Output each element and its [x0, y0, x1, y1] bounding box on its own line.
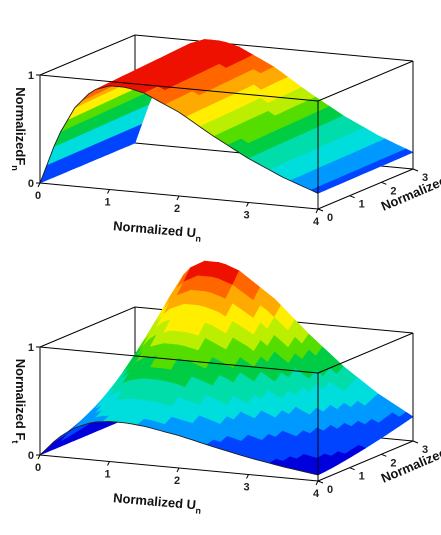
box-edge: [39, 346, 319, 374]
x-tick-label: 3: [243, 482, 249, 494]
x-axis-label-sub: n: [195, 233, 201, 243]
z-axis-ticks: 01: [28, 70, 40, 190]
x-tick-mark: [315, 480, 319, 486]
y-tick-label: 2: [390, 185, 396, 197]
box-edge: [134, 34, 414, 62]
z-axis-label-sub: n: [10, 165, 20, 171]
box-front-edges: [39, 60, 414, 210]
x-tick-mark: [246, 202, 249, 207]
x-axis-ticks: 0 1 2 3 4: [35, 182, 320, 228]
x-tick-mark: [37, 454, 41, 460]
box-edge: [39, 306, 136, 348]
z-axis-ticks: 01: [28, 342, 40, 462]
y-tick-label: 1: [359, 199, 365, 211]
z-axis-label: NormalizedFn: [10, 87, 28, 171]
x-tick-mark: [176, 195, 180, 201]
surface: [39, 39, 414, 194]
y-tick-label: 2: [390, 457, 396, 469]
y-tick-mark: [381, 453, 387, 457]
y-tick-label: 1: [359, 471, 365, 483]
x-tick-label: 2: [174, 203, 180, 215]
x-axis-label: Normalized Un: [112, 490, 202, 516]
box-edge: [39, 34, 136, 76]
z-axis-label-sub: t: [10, 440, 20, 443]
y-tick-mark: [412, 440, 419, 444]
y-axis-ticks: 0 1 2 3: [317, 168, 428, 224]
x-axis-label: Normalized Un: [112, 218, 202, 244]
x-tick-label: 4: [313, 488, 320, 500]
x-axis-label-sub: n: [195, 505, 201, 515]
y-tick-label: 3: [422, 444, 428, 456]
y-axis-ticks: 0 1 2 3: [317, 440, 428, 496]
y-tick-label: 0: [327, 484, 333, 496]
box-edge: [317, 440, 414, 482]
z-tick-label: 0: [28, 450, 34, 462]
y-axis-label-text: Normalized U: [379, 439, 441, 485]
z-tick-label: 1: [28, 70, 34, 82]
x-axis-label-text: Normalized U: [113, 218, 197, 240]
x-tick-mark: [176, 467, 180, 473]
z-axis-label: Normalized Ft: [10, 359, 28, 444]
box-edge: [317, 60, 414, 102]
box-edge: [317, 168, 414, 210]
x-tick-label: 0: [35, 462, 41, 474]
y-tick-mark: [412, 168, 419, 172]
z-axis-label-text: Normalized F: [13, 359, 28, 441]
x-axis-label-text: Normalized U: [113, 490, 197, 512]
y-tick-mark: [381, 181, 387, 185]
x-tick-label: 0: [35, 190, 41, 202]
y-axis-label: Normalized Ut: [379, 438, 441, 488]
x-tick-label: 1: [104, 197, 110, 209]
x-tick-label: 4: [313, 216, 320, 228]
surface-front-profile: [39, 85, 319, 194]
x-tick-mark: [107, 461, 110, 466]
z-tick-label: 0: [28, 178, 34, 190]
x-tick-mark: [315, 208, 319, 214]
y-tick-mark: [349, 467, 355, 471]
surface-front-profile: [39, 420, 319, 476]
x-tick-mark: [107, 189, 110, 194]
box-edge: [317, 332, 414, 374]
y-tick-label: 0: [327, 212, 333, 224]
y-axis-label: Normalized Ut: [379, 166, 441, 216]
x-tick-label: 1: [104, 469, 110, 481]
box-edge: [39, 74, 319, 102]
surface: [39, 260, 414, 476]
z-tick-label: 1: [28, 342, 34, 354]
x-axis-ticks: 0 1 2 3 4: [35, 454, 320, 500]
x-tick-label: 3: [243, 210, 249, 222]
x-tick-mark: [37, 182, 41, 188]
z-axis-label-text: NormalizedF: [13, 87, 28, 165]
y-tick-label: 3: [422, 172, 428, 184]
y-tick-mark: [349, 195, 355, 199]
x-tick-mark: [246, 474, 249, 479]
y-tick-mark: [317, 208, 324, 212]
x-tick-label: 2: [174, 475, 180, 487]
y-tick-mark: [317, 480, 324, 484]
y-axis-label-text: Normalized U: [379, 167, 441, 213]
